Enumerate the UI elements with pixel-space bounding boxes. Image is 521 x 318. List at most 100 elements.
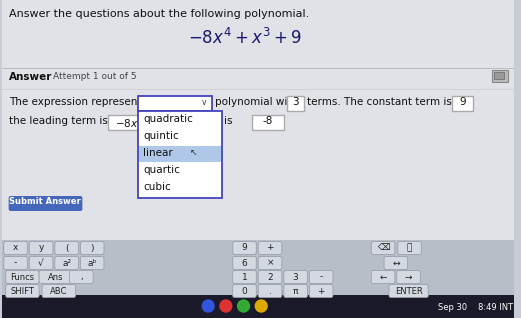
Text: 3: 3 (293, 273, 299, 281)
Text: .: . (269, 287, 271, 295)
Text: 8:49 INT: 8:49 INT (478, 302, 514, 312)
Circle shape (220, 300, 232, 312)
FancyBboxPatch shape (80, 241, 104, 254)
FancyBboxPatch shape (233, 241, 256, 254)
Text: 6: 6 (242, 259, 247, 267)
FancyBboxPatch shape (258, 285, 282, 298)
Text: a²: a² (62, 259, 71, 267)
Text: v: v (202, 98, 206, 107)
FancyBboxPatch shape (55, 241, 79, 254)
Text: g coefficient is: g coefficient is (156, 116, 232, 126)
Text: the leading term is: the leading term is (9, 116, 107, 126)
Bar (139, 96, 212, 111)
FancyBboxPatch shape (258, 271, 282, 284)
Bar (139, 146, 221, 162)
FancyBboxPatch shape (398, 241, 421, 254)
Text: $-8x^4$: $-8x^4$ (116, 116, 144, 130)
FancyBboxPatch shape (233, 285, 256, 298)
FancyBboxPatch shape (389, 285, 428, 298)
Circle shape (255, 300, 267, 312)
Text: →: → (405, 273, 413, 281)
Bar (252, 115, 284, 130)
Circle shape (238, 300, 250, 312)
Text: √: √ (38, 259, 44, 267)
FancyBboxPatch shape (371, 271, 395, 284)
FancyBboxPatch shape (371, 241, 395, 254)
FancyBboxPatch shape (29, 257, 53, 269)
Bar (139, 111, 222, 198)
FancyBboxPatch shape (9, 196, 82, 211)
Text: Answer: Answer (9, 72, 52, 82)
Text: SHIFT: SHIFT (10, 287, 34, 295)
Text: y: y (39, 244, 44, 252)
Text: -: - (319, 273, 323, 281)
FancyBboxPatch shape (284, 285, 307, 298)
FancyBboxPatch shape (6, 285, 39, 298)
Text: cubic: cubic (143, 182, 171, 192)
Text: ABC: ABC (50, 287, 67, 295)
Text: Submit Answer: Submit Answer (9, 197, 81, 206)
Text: π: π (293, 287, 299, 295)
Text: ↔: ↔ (392, 259, 400, 267)
FancyBboxPatch shape (258, 241, 282, 254)
Text: Answer the questions about the following polynomial.: Answer the questions about the following… (9, 9, 309, 19)
Text: ⌫: ⌫ (377, 244, 390, 252)
FancyBboxPatch shape (258, 257, 282, 269)
Text: ↖: ↖ (190, 148, 197, 157)
Text: 1: 1 (242, 273, 247, 281)
FancyBboxPatch shape (4, 241, 27, 254)
Text: x: x (13, 244, 18, 252)
Text: Funcs: Funcs (10, 273, 34, 281)
Text: ENTER: ENTER (395, 287, 423, 295)
Text: Attempt 1 out of 5: Attempt 1 out of 5 (53, 72, 137, 81)
FancyBboxPatch shape (80, 257, 104, 269)
Circle shape (202, 300, 214, 312)
Text: quadratic: quadratic (143, 114, 193, 124)
Bar (2, 240, 514, 308)
Text: terms. The constant term is: terms. The constant term is (307, 97, 452, 107)
Text: aᵇ: aᵇ (88, 259, 97, 267)
Text: quartic: quartic (143, 165, 180, 175)
Text: ←: ← (379, 273, 387, 281)
FancyBboxPatch shape (4, 257, 27, 269)
Text: Ans: Ans (48, 273, 64, 281)
Text: 9: 9 (460, 97, 466, 107)
Bar (452, 96, 474, 111)
FancyBboxPatch shape (284, 271, 307, 284)
Text: -8: -8 (263, 116, 274, 126)
FancyBboxPatch shape (233, 271, 256, 284)
Text: 9: 9 (242, 244, 247, 252)
FancyBboxPatch shape (309, 285, 333, 298)
Text: ,: , (80, 273, 83, 281)
Text: 3: 3 (292, 97, 299, 107)
Bar (492, 70, 508, 82)
Text: +: + (317, 287, 325, 295)
FancyBboxPatch shape (6, 271, 39, 284)
Text: -: - (14, 259, 17, 267)
FancyBboxPatch shape (42, 285, 76, 298)
FancyBboxPatch shape (39, 271, 72, 284)
Text: quintic: quintic (143, 131, 179, 141)
Text: (: ( (65, 244, 68, 252)
FancyBboxPatch shape (233, 257, 256, 269)
FancyBboxPatch shape (55, 257, 79, 269)
Bar (108, 115, 152, 130)
FancyBboxPatch shape (384, 257, 407, 269)
FancyBboxPatch shape (29, 241, 53, 254)
Text: ): ) (91, 244, 94, 252)
Bar (2, 295, 514, 318)
Text: ×: × (266, 259, 274, 267)
Text: The expression represents a: The expression represents a (9, 97, 156, 107)
Text: polynomial with: polynomial with (215, 97, 298, 107)
Text: 2: 2 (267, 273, 273, 281)
Text: $-8x^4 + x^3 + 9$: $-8x^4 + x^3 + 9$ (189, 28, 302, 48)
Bar (494, 72, 504, 79)
FancyBboxPatch shape (309, 271, 333, 284)
FancyBboxPatch shape (70, 271, 93, 284)
FancyBboxPatch shape (397, 271, 420, 284)
Bar (2, 0, 514, 240)
Text: +: + (266, 244, 274, 252)
Text: 0: 0 (242, 287, 247, 295)
Text: ⃠: ⃠ (407, 244, 412, 252)
Text: linear: linear (143, 148, 173, 158)
